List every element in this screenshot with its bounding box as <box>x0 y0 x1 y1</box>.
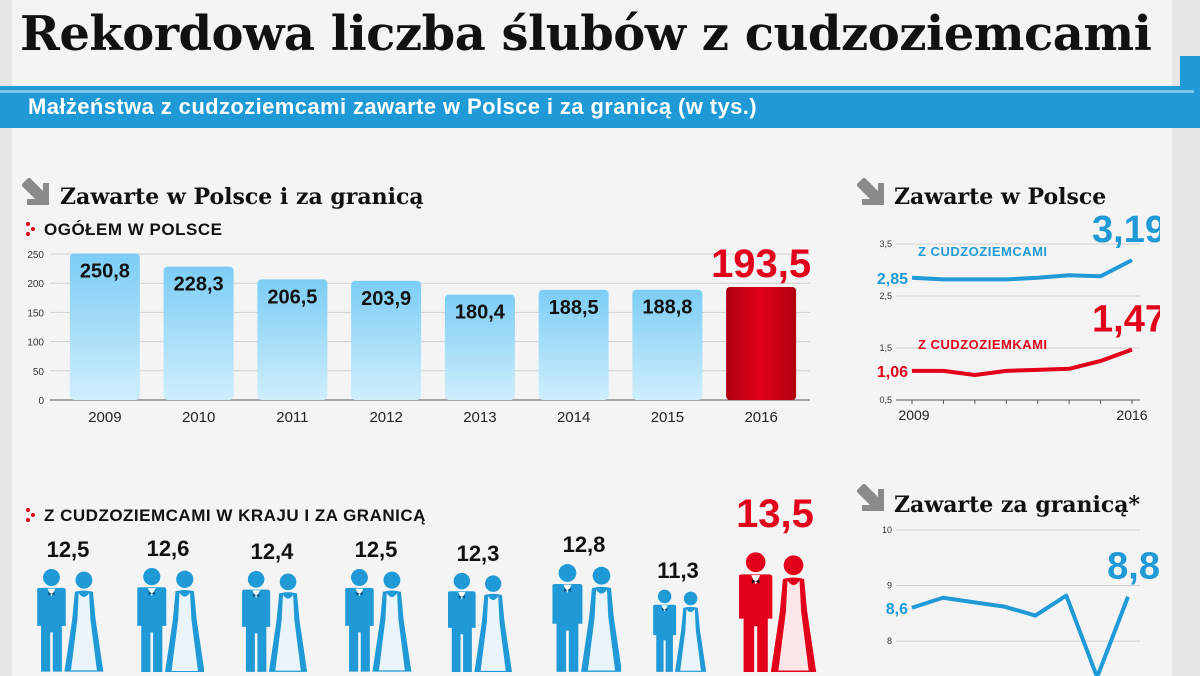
y-tick-label: 100 <box>27 338 44 349</box>
arrow-down-right-icon <box>857 484 884 511</box>
bar-chart-subtitle: ogółem w Polsce <box>44 220 223 239</box>
y-tick-label: 200 <box>27 279 44 290</box>
line-chart-poland: 0,5 1,5 2,5 3,5 2,85 3,19 Z CUDZOZIEMCAMI 1,06 1… <box>877 209 1160 423</box>
couple-value-label: 12,5 <box>354 537 398 563</box>
couple-value-label: 13,5 <box>736 492 814 536</box>
bar-value-label: 228,3 <box>174 274 224 296</box>
x-tick-label: 2011 <box>276 409 308 426</box>
series-end-label: 1,47 <box>1092 299 1160 341</box>
dots-icon <box>26 508 36 524</box>
main-title: Rekordowa liczba ślubów z cudzoziemcami <box>20 6 1152 62</box>
bar-value-label: 203,9 <box>361 288 411 310</box>
couple-icon <box>448 572 513 672</box>
x-tick-label: 2013 <box>463 409 496 426</box>
y-tick-label: 250 <box>27 250 44 261</box>
bar-2014 <box>538 289 609 400</box>
section-title-left: Zawarte w Polsce i za granicą <box>60 184 424 210</box>
couple-value-label: 12,8 <box>562 532 606 558</box>
series-end-label: 3,19 <box>1092 209 1160 251</box>
bar-value-label: 188,8 <box>642 297 692 319</box>
couple-icon <box>739 552 817 672</box>
bar-value-label: 250,8 <box>80 261 130 283</box>
couple-value-label: 12,6 <box>146 535 190 561</box>
subtitle-bar <box>0 86 1194 128</box>
couple-icon <box>653 589 707 672</box>
bar-2011 <box>257 279 328 400</box>
y-tick-label: 3,5 <box>879 239 892 249</box>
bar-value-label: 188,5 <box>549 297 599 319</box>
x-tick-label: 2010 <box>182 409 215 426</box>
couple-value-label: 11,3 <box>657 558 699 584</box>
section-title-right-bottom: Zawarte za granicą* <box>894 492 1141 518</box>
bar-chart: 0 50 100 150 200 250 250,8 2009 228,3 2010 206,5 20… <box>27 242 811 426</box>
couple-2012 <box>340 567 412 672</box>
series-line <box>911 258 1133 282</box>
y-tick-label: 50 <box>33 367 45 378</box>
x-tick-label: 2012 <box>369 409 402 426</box>
y-tick-label: 10 <box>882 525 892 535</box>
couple-2009 <box>32 567 104 672</box>
y-tick-label: 0 <box>38 396 44 407</box>
series-start-label: 1,06 <box>877 364 908 381</box>
y-tick-label: 2,5 <box>879 291 892 301</box>
couple-2014 <box>547 562 622 672</box>
x-tick-label: 2014 <box>557 409 590 426</box>
couple-icon <box>37 569 104 672</box>
line-chart-abroad: 8 9 10 8,6 8,8 <box>882 525 1160 676</box>
y-tick-label: 0,5 <box>879 395 892 405</box>
couple-icon <box>136 567 205 672</box>
subtitle-stripe <box>0 90 1194 93</box>
dots-icon <box>26 222 36 238</box>
bar-2009 <box>69 253 140 400</box>
couple-icon <box>345 569 412 672</box>
couple-2011 <box>237 569 308 672</box>
y-tick-label: 1,5 <box>879 343 892 353</box>
y-tick-label: 8 <box>887 636 892 646</box>
arrow-down-right-icon <box>857 178 884 205</box>
series-start-label: 2,85 <box>877 271 908 288</box>
couple-icon <box>551 564 622 672</box>
bar-value-label: 180,4 <box>455 302 506 324</box>
bar-2013 <box>444 294 515 400</box>
couple-2013 <box>443 571 513 672</box>
bar-2012 <box>351 280 422 400</box>
x-tick-label: 2016 <box>744 409 777 426</box>
series-name-label: Z CUDZOZIEMCAMI <box>918 244 1048 259</box>
series-name-label: Z CUDZOZIEMKAMI <box>918 337 1048 352</box>
couple-value-label: 12,4 <box>250 539 294 565</box>
series-start-label: 8,6 <box>886 601 908 618</box>
bar-value-label: 206,5 <box>267 286 317 308</box>
couple-value-label: 12,5 <box>46 537 90 563</box>
bar-2010 <box>163 266 234 400</box>
couple-2010 <box>132 566 205 672</box>
x-tick-label: 2015 <box>651 409 684 426</box>
arrow-down-right-icon <box>22 178 49 205</box>
section-title-right-top: Zawarte w Polsce <box>894 184 1107 210</box>
x-tick-label: 2016 <box>1116 407 1147 423</box>
subtitle: Małżeństwa z cudzoziemcami zawarte w Pol… <box>28 94 758 119</box>
bar-2016 <box>726 286 797 400</box>
y-tick-label: 150 <box>27 308 44 319</box>
couple-2016 <box>733 550 817 672</box>
couple-icon <box>241 570 308 672</box>
y-tick-label: 9 <box>887 581 892 591</box>
x-tick-label: 2009 <box>88 409 121 426</box>
bar-value-label: 193,5 <box>711 242 811 286</box>
couple-2015 <box>649 588 707 672</box>
series-line <box>911 593 1130 676</box>
series-line <box>912 347 1133 378</box>
x-tick-label: 2009 <box>898 407 929 423</box>
pictogram-subtitle: z cudzoziemcami w kraju i za granicą <box>44 506 426 525</box>
couple-value-label: 12,3 <box>456 540 500 566</box>
bar-2015 <box>632 289 703 400</box>
series-end-label: 8,8 <box>1107 546 1160 588</box>
